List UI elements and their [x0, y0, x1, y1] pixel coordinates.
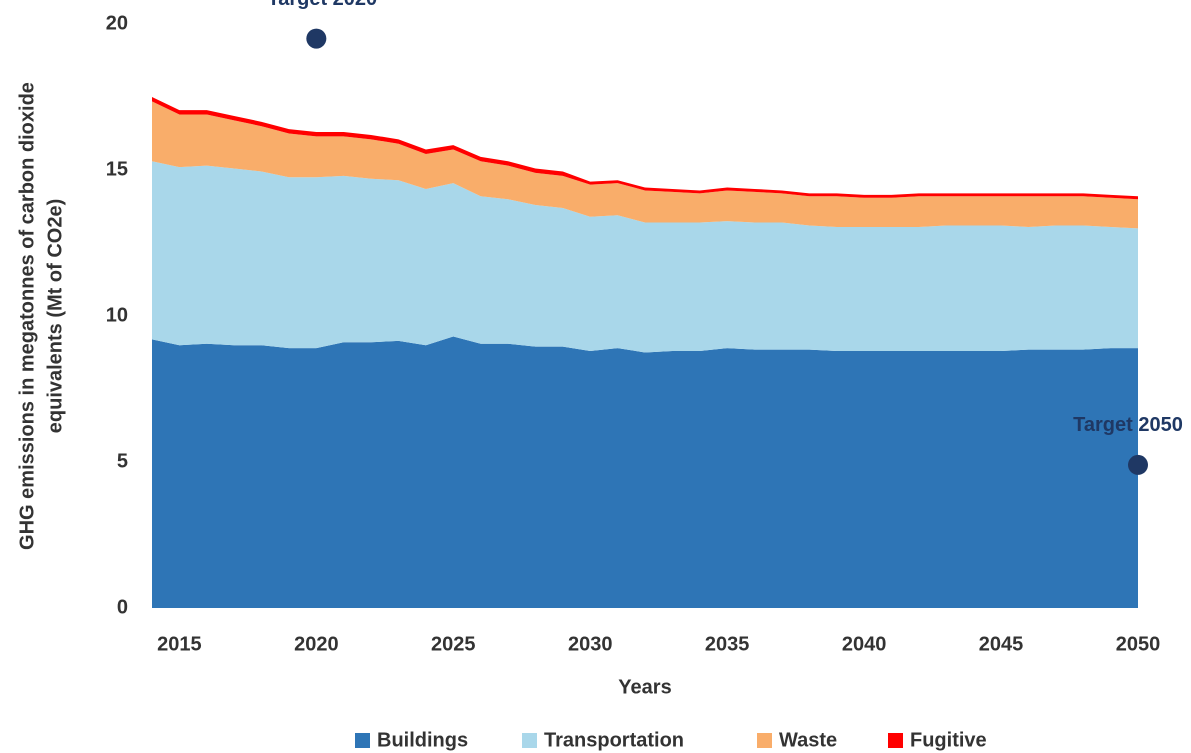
legend-label: Buildings: [377, 729, 468, 751]
area: [152, 336, 1138, 608]
x-tick-label: 2015: [157, 633, 202, 655]
x-tick-label: 2035: [705, 633, 750, 655]
y-tick-label: 0: [117, 596, 128, 618]
y-axis-label: GHG emissions in megatonnes of carbon di…: [16, 82, 38, 550]
x-tick-label: 2045: [979, 633, 1024, 655]
legend-swatch: [757, 733, 772, 748]
y-tick-label: 15: [106, 158, 128, 180]
x-tick-label: 2025: [431, 633, 476, 655]
legend-label: Fugitive: [910, 729, 987, 751]
y-axis-label: equivalents (Mt of CO2e): [44, 199, 66, 433]
area: [152, 101, 1138, 229]
target-label: Target 2050: [1073, 414, 1183, 436]
y-tick-label: 5: [117, 450, 128, 472]
y-tick-label: 10: [106, 304, 128, 326]
area: [152, 161, 1138, 353]
target-point: [1128, 454, 1148, 475]
legend-swatch: [355, 733, 370, 748]
y-tick-label: 20: [106, 12, 128, 34]
legend-label: Waste: [779, 729, 837, 751]
x-tick-label: 2050: [1116, 633, 1161, 655]
legend-swatch: [888, 733, 903, 748]
target-label: Target 2020: [267, 0, 377, 10]
x-axis-label: Years: [618, 676, 671, 698]
x-tick-label: 2020: [294, 633, 339, 655]
legend-label: Transportation: [544, 729, 684, 751]
x-tick-label: 2040: [842, 633, 887, 655]
x-tick-label: 2030: [568, 633, 613, 655]
target-point: [306, 28, 327, 49]
legend-swatch: [522, 733, 537, 748]
